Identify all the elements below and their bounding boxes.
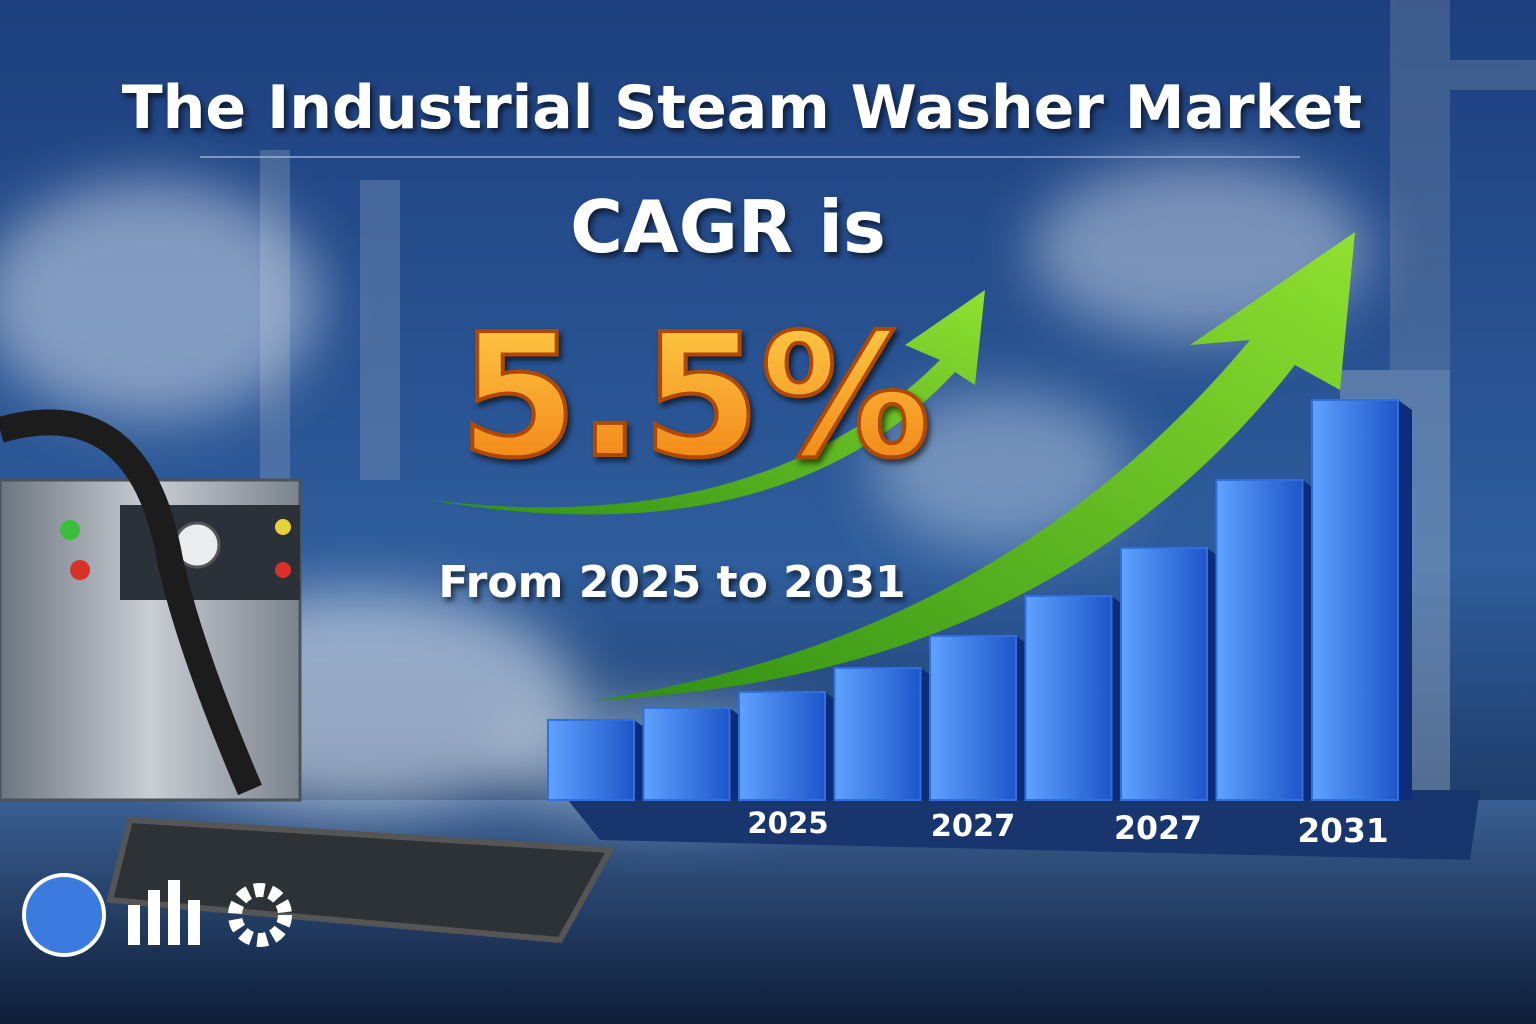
bar bbox=[1024, 595, 1113, 801]
bar bbox=[1215, 479, 1304, 801]
bar-chart: 2025 2027 2027 2031 bbox=[547, 399, 1412, 850]
x-tick-label: 2031 bbox=[1297, 812, 1388, 850]
cagr-value: 5.5% bbox=[459, 298, 930, 496]
cagr-label: CAGR is bbox=[570, 185, 886, 269]
growth-arrow bbox=[595, 232, 1355, 700]
bar bbox=[642, 707, 731, 801]
bar bbox=[1120, 547, 1208, 801]
bar-side bbox=[1398, 400, 1412, 800]
bar bbox=[547, 719, 635, 801]
icons bbox=[22, 873, 292, 957]
period: From 2025 to 2031 bbox=[438, 557, 905, 608]
x-tick-label: 2025 bbox=[747, 806, 828, 840]
bar bbox=[833, 667, 922, 801]
bar bbox=[1311, 399, 1399, 801]
bar bbox=[929, 635, 1017, 801]
x-tick-label: 2027 bbox=[1114, 811, 1202, 847]
bar bbox=[738, 691, 826, 801]
x-tick-label: 2027 bbox=[931, 809, 1016, 844]
title: The Industrial Steam Washer Market bbox=[122, 73, 1363, 143]
chart-platform bbox=[560, 790, 1480, 860]
